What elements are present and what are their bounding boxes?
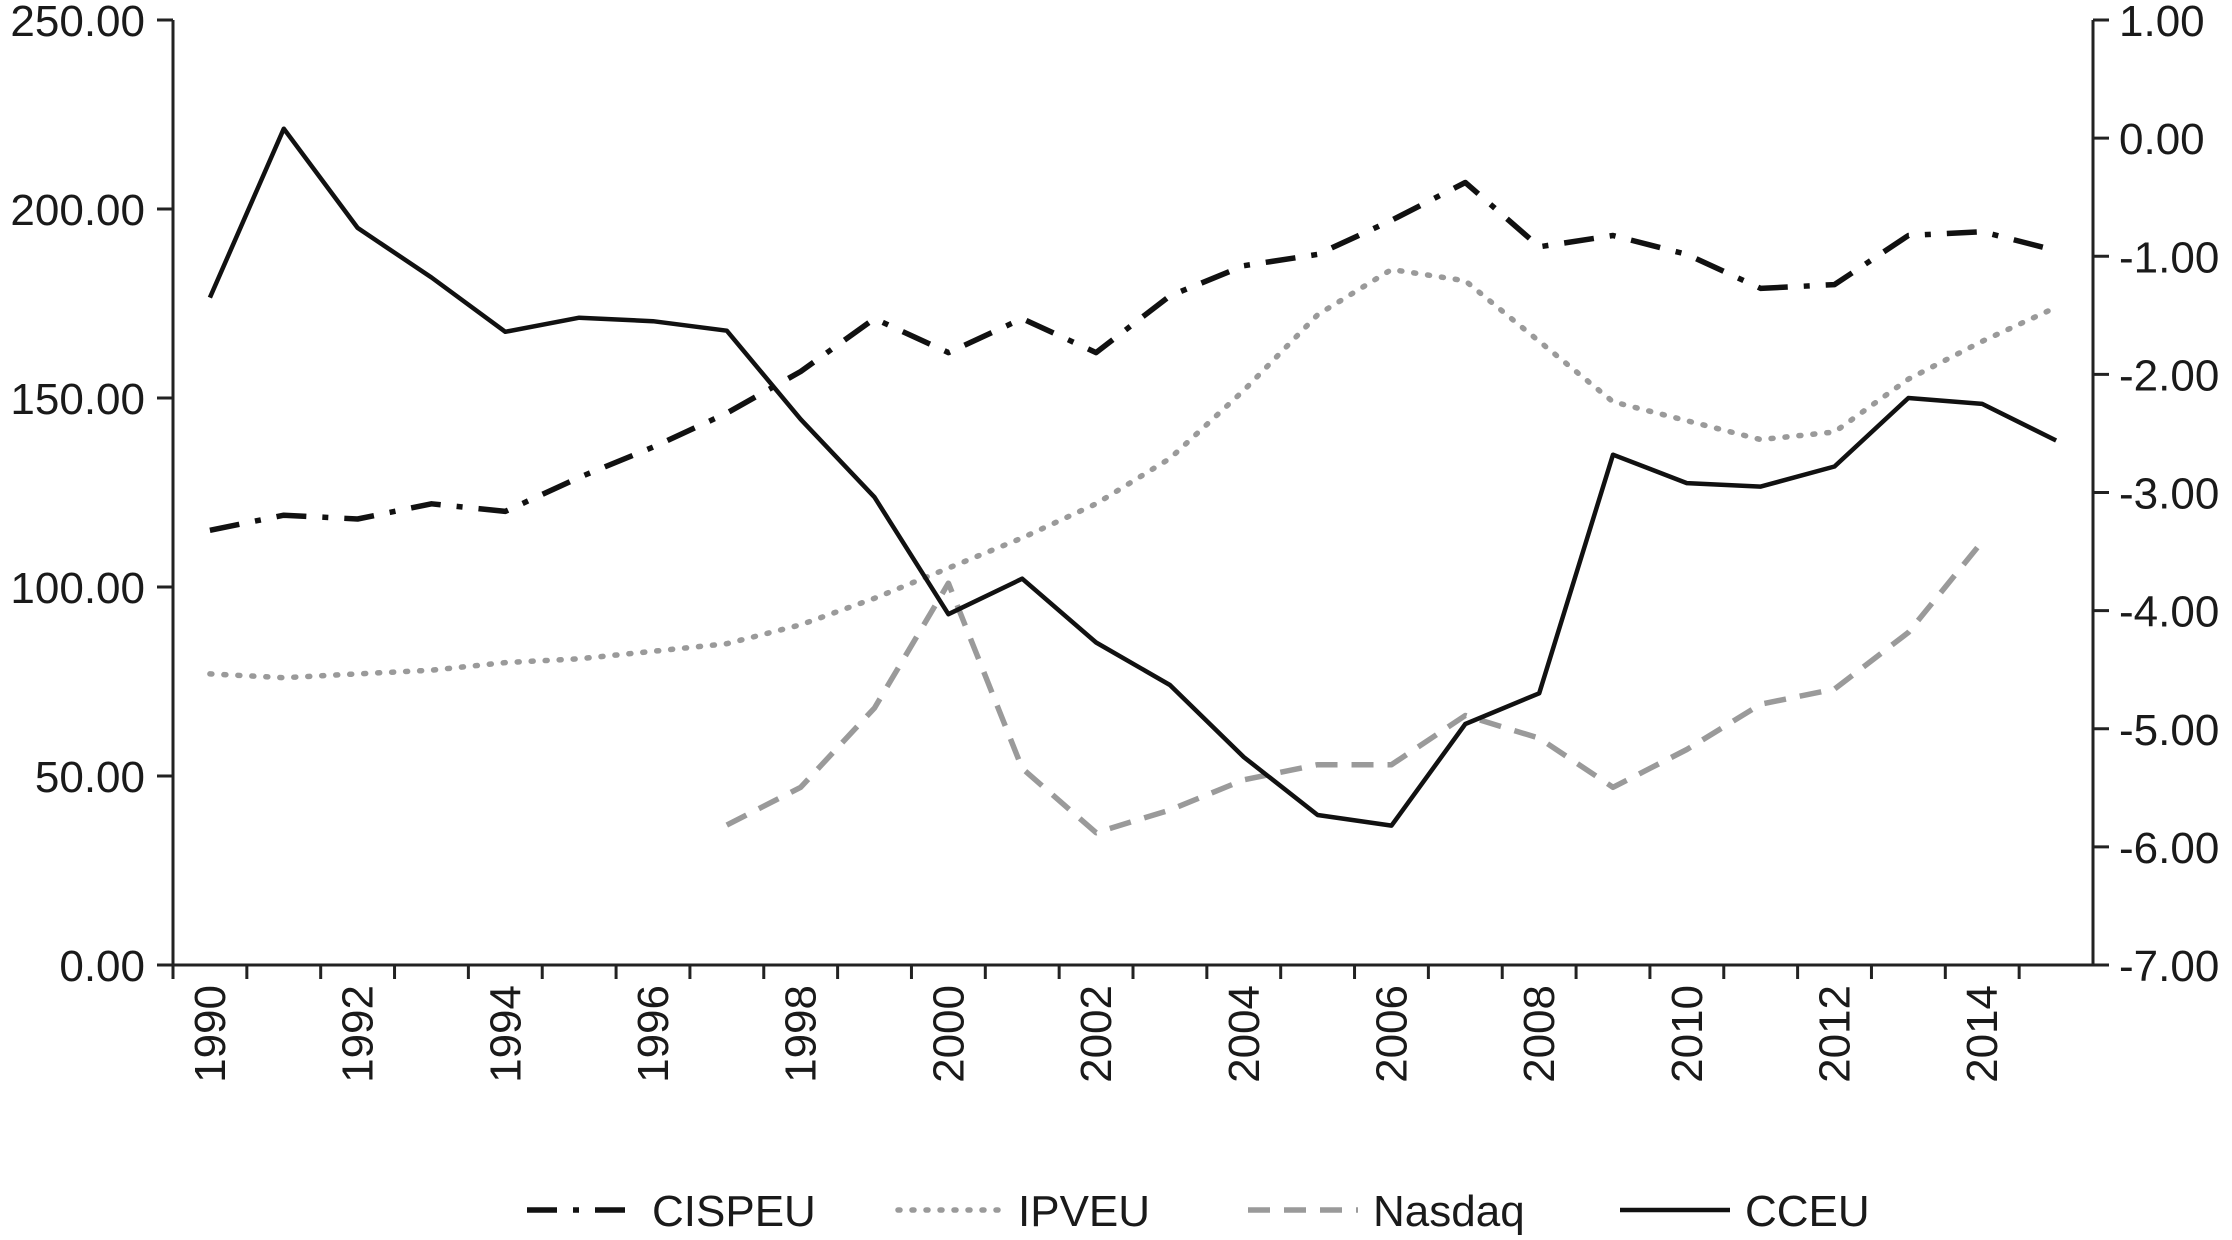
y-left-tick-label: 100.00 xyxy=(10,564,145,613)
chart-legend: CISPEU IPVEU Nasdaq CCEU xyxy=(527,1187,1870,1236)
series-line-cispeu xyxy=(209,179,2057,533)
series-line-ipveu xyxy=(207,266,2059,681)
x-tick-label: 1996 xyxy=(629,985,678,1083)
x-tick-label: 2008 xyxy=(1515,985,1564,1083)
y-right-tick-label: -1.00 xyxy=(2119,233,2219,282)
legend-label-ipveu: IPVEU xyxy=(1018,1187,1150,1236)
x-tick-label: 2006 xyxy=(1367,985,1416,1083)
y-right-tick-label: -2.00 xyxy=(2119,351,2219,400)
chart-axes: 0.00 50.00 100.00 150.00 200.00 250.00 -7.00 -6… xyxy=(10,0,2219,1083)
chart-series xyxy=(207,126,2059,836)
legend-label-cceu: CCEU xyxy=(1745,1187,1870,1236)
x-tick-label: 1994 xyxy=(481,985,530,1083)
x-tick-label: 2012 xyxy=(1811,985,1860,1083)
x-tick-label: 2010 xyxy=(1663,985,1712,1083)
y-right-tick-label: 1.00 xyxy=(2119,0,2205,46)
y-left-tick-label: 150.00 xyxy=(10,375,145,424)
x-tick-label: 2002 xyxy=(1072,985,1121,1083)
x-tick-label: 2014 xyxy=(1958,985,2007,1083)
series-line-nasdaq xyxy=(725,539,1985,836)
y-left-tick-label: 50.00 xyxy=(35,753,145,802)
x-tick-label: 2004 xyxy=(1220,985,1269,1083)
y-left-tick-label: 0.00 xyxy=(59,942,145,991)
y-right-tick-label: -5.00 xyxy=(2119,706,2219,755)
x-tick-label: 1998 xyxy=(777,985,826,1083)
y-left-tick-label: 250.00 xyxy=(10,0,145,46)
x-tick-label: 2000 xyxy=(924,985,973,1083)
y-right-tick-label: 0.00 xyxy=(2119,115,2205,164)
series-line-cceu xyxy=(207,126,2058,828)
legend-label-cispeu: CISPEU xyxy=(652,1187,816,1236)
y-right-tick-label: -3.00 xyxy=(2119,470,2219,519)
y-right-tick-label: -4.00 xyxy=(2119,588,2219,637)
y-right-tick-label: -6.00 xyxy=(2119,824,2219,873)
legend-label-nasdaq: Nasdaq xyxy=(1373,1187,1525,1236)
y-right-tick-label: -7.00 xyxy=(2119,942,2219,991)
x-tick-label: 1992 xyxy=(334,985,383,1083)
y-left-tick-label: 200.00 xyxy=(10,186,145,235)
x-tick-label: 1990 xyxy=(186,985,235,1083)
